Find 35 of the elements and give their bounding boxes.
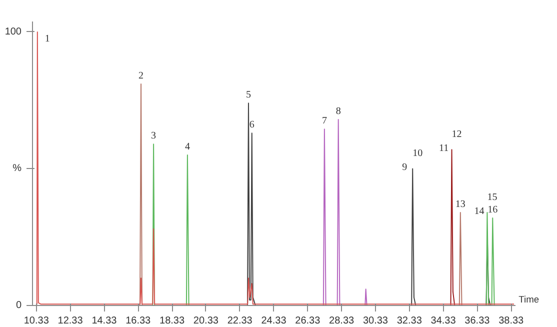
y-tick-label: 0 — [16, 300, 22, 311]
x-tick-label: 24.33 — [261, 316, 287, 326]
x-tick-label: 34.33 — [430, 316, 456, 326]
annotation: 12 — [452, 129, 462, 140]
annotation: 13 — [455, 199, 466, 210]
x-tick-label: 26.33 — [295, 316, 321, 326]
annotation: 10 — [412, 148, 423, 160]
annotation: 3 — [151, 130, 156, 142]
x-tick-label: 38.33 — [498, 316, 524, 326]
annotation: 4 — [184, 142, 190, 153]
annotation: 6 — [249, 120, 254, 131]
x-tick-label: 32.33 — [396, 316, 422, 326]
annotation: 5 — [246, 90, 251, 101]
y-tick-label: % — [12, 163, 22, 174]
x-tick-label: 16.33 — [126, 316, 152, 326]
annotation: 9 — [402, 162, 408, 174]
x-axis-title: Time — [518, 294, 540, 304]
x-tick-label: 18.33 — [160, 316, 185, 326]
x-tick-label: 10.33 — [24, 316, 50, 326]
annotation: 14 — [474, 206, 484, 217]
x-tick-label: 28.33 — [329, 316, 355, 326]
annotation: 1 — [44, 33, 50, 44]
x-tick-label: 20.33 — [193, 316, 219, 326]
annotation: 2 — [138, 70, 144, 82]
y-tick-label: 100 — [4, 26, 22, 38]
annotation: 16 — [488, 204, 498, 216]
x-tick-label: 30.33 — [362, 316, 388, 326]
x-tick-label: 22.33 — [227, 316, 253, 326]
x-tick-label: 36.33 — [464, 316, 490, 326]
annotation: 8 — [336, 106, 341, 118]
annotation: 15 — [487, 192, 498, 203]
annotation: 7 — [322, 116, 327, 127]
annotation: 11 — [438, 143, 449, 154]
x-tick-label: 14.33 — [92, 316, 118, 326]
x-tick-label: 12.33 — [58, 316, 84, 326]
